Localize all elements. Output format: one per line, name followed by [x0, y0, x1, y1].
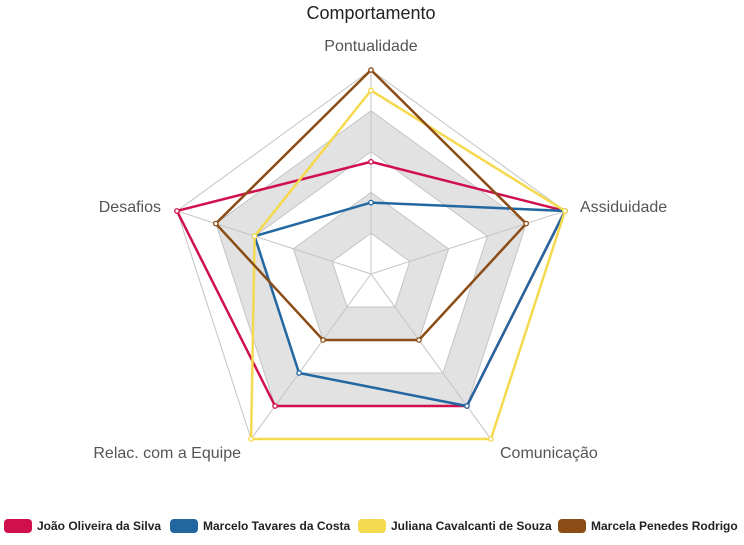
axis-spoke-2: [370, 273, 492, 440]
series-line: [253, 201, 568, 408]
axis-label-pontualidade: Pontualidade: [324, 38, 418, 55]
legend-item-joao[interactable]: João Oliveira da Silva: [4, 516, 161, 536]
chart-title: Comportamento: [306, 3, 435, 23]
legend-swatch: [4, 519, 32, 533]
series-line: [249, 88, 567, 441]
series-point[interactable]: [416, 337, 422, 343]
legend-item-marcela[interactable]: Marcela Penedes Rodrigo: [558, 516, 738, 536]
series-point[interactable]: [248, 436, 254, 442]
legend-swatch: [358, 519, 386, 533]
legend-label: João Oliveira da Silva: [37, 519, 162, 533]
radar-axes: [176, 70, 566, 440]
axis-label-relac-com-a-equipe: Relac. com a Equipe: [93, 445, 241, 462]
legend-item-marcelo[interactable]: Marcelo Tavares da Costa: [170, 516, 350, 536]
axis-spoke-4: [176, 210, 372, 275]
series-point[interactable]: [368, 199, 374, 206]
axis-label-assiduidade: Assiduidade: [580, 199, 667, 216]
series-line: [175, 160, 567, 408]
series-point[interactable]: [272, 403, 278, 409]
axis-spoke-1: [370, 210, 566, 275]
series-point[interactable]: [174, 208, 180, 214]
series-point[interactable]: [464, 403, 470, 409]
series-point[interactable]: [251, 233, 258, 240]
series-line: [214, 68, 528, 342]
legend-label: Juliana Cavalcanti de Souza: [391, 519, 552, 533]
legend-swatch: [558, 519, 586, 533]
legend-swatch: [170, 519, 198, 533]
axis-labels: Pontualidade Assiduidade Comunicação Rel…: [93, 38, 667, 462]
series-point[interactable]: [368, 67, 374, 73]
axis-label-desafios: Desafios: [99, 199, 161, 216]
series-3: [212, 67, 530, 343]
legend-label: Marcelo Tavares da Costa: [203, 519, 351, 533]
legend-label: Marcela Penedes Rodrigo: [591, 519, 738, 533]
radar-series: [174, 67, 568, 442]
axis-label-comunicacao: Comunicação: [500, 445, 598, 462]
series-point[interactable]: [320, 337, 326, 343]
series-point[interactable]: [488, 436, 494, 442]
series-point[interactable]: [523, 220, 530, 227]
legend-item-juliana[interactable]: Juliana Cavalcanti de Souza: [358, 516, 552, 536]
series-point[interactable]: [368, 158, 374, 165]
chart-legend: João Oliveira da Silva Marcelo Tavares d…: [4, 516, 744, 538]
series-2: [248, 87, 568, 442]
series-point[interactable]: [368, 87, 374, 94]
series-point[interactable]: [296, 370, 302, 376]
series-point[interactable]: [212, 220, 219, 227]
axis-spoke-3: [250, 273, 372, 440]
series-point[interactable]: [562, 208, 568, 214]
